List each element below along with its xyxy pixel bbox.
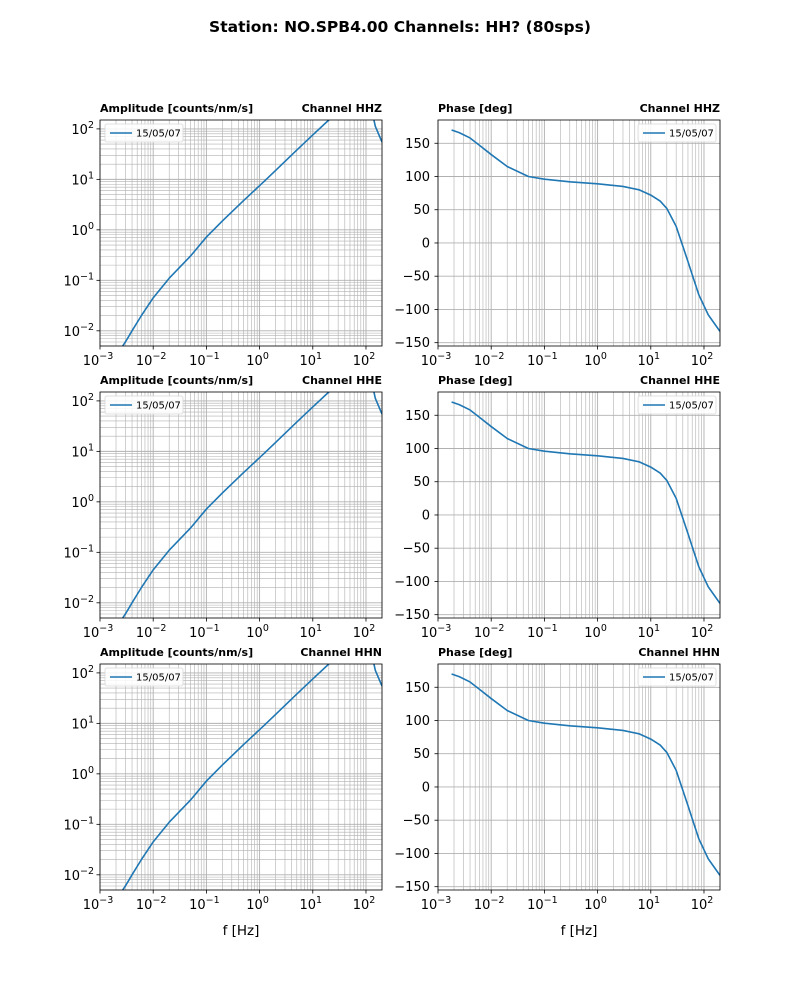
legend-label: 15/05/07 (136, 401, 181, 412)
y-tick-label: 10−2 (63, 866, 94, 884)
y-tick-label: 10−2 (63, 594, 94, 612)
y-tick-label: −50 (403, 814, 430, 829)
series-line-15/05/07 (121, 120, 382, 346)
y-tick-label: −50 (403, 542, 430, 557)
legend: 15/05/07 (104, 395, 184, 415)
legend-box (637, 395, 717, 415)
y-tick-label: −150 (394, 608, 430, 623)
legend-label: 15/05/07 (669, 129, 714, 140)
plot-area: 10−3 10−2 10−1 100 101 102150100500−50−100−15… (394, 663, 721, 913)
series-line-15/05/07 (451, 129, 720, 332)
legend-box (637, 667, 717, 687)
y-tick-label: 50 (413, 747, 430, 762)
phase-plot-hhz: Phase [deg] Channel HHZ 10−3 10−2 10−1 100 1… (394, 102, 721, 369)
y-tick-label: 10−1 (63, 815, 94, 833)
amplitude-plot-hhn: Amplitude [counts/nm/s] Channel HHN 10−3… (63, 646, 383, 913)
y-tick-label: 150 (405, 137, 430, 152)
y-tick-label: 100 (71, 493, 94, 511)
y-tick-label: 100 (405, 714, 430, 729)
y-tick-label: −50 (403, 270, 430, 285)
grid (99, 392, 383, 619)
y-tick-label: 100 (405, 442, 430, 457)
legend-label: 15/05/07 (669, 401, 714, 412)
y-tick-label: 100 (71, 221, 94, 239)
axes-frame (99, 663, 383, 891)
axes-frame (437, 391, 721, 619)
plot-title-left: Phase [deg] (438, 374, 512, 387)
y-tick-label: −150 (394, 336, 430, 351)
figure-title: Station: NO.SPB4.00 Channels: HH? (80sps… (209, 18, 591, 36)
y-tick-label: −100 (394, 575, 430, 590)
y-tick-label: 10−2 (63, 322, 94, 340)
plot-title-left: Amplitude [counts/nm/s] (100, 374, 253, 387)
plot-title-right: Channel HHZ (640, 102, 720, 115)
y-tick-label: −150 (394, 880, 430, 895)
y-tick-label: 0 (422, 236, 430, 251)
y-tick-label: 50 (413, 203, 430, 218)
series-line-15/05/07 (451, 401, 720, 604)
y-tick-label: 10−1 (63, 543, 94, 561)
plot-title-right: Channel HHN (638, 646, 720, 659)
y-tick-label: 10−1 (63, 271, 94, 289)
plot-title-left: Phase [deg] (438, 102, 512, 115)
y-tick-label: 100 (405, 170, 430, 185)
y-tick-label: 100 (71, 765, 94, 783)
phase-plot-hhn: Phase [deg] Channel HHN 10−3 10−2 10−1 100 1… (394, 646, 721, 913)
y-tick-label: 102 (71, 664, 94, 682)
plot-area: 10−3 10−2 10−1 100 101 10210−210−110010110215… (63, 391, 383, 641)
y-tick-label: −100 (394, 847, 430, 862)
legend-label: 15/05/07 (669, 673, 714, 684)
legend: 15/05/07 (104, 123, 184, 143)
legend-box (104, 395, 184, 415)
legend: 15/05/07 (104, 667, 184, 687)
plot-title-right: Channel HHE (302, 374, 382, 387)
y-tick-label: 150 (405, 681, 430, 696)
axes-frame (437, 663, 721, 891)
y-tick-label: 150 (405, 409, 430, 424)
legend: 15/05/07 (637, 123, 717, 143)
y-tick-label: 102 (71, 120, 94, 138)
y-tick-label: 0 (422, 508, 430, 523)
grid (99, 664, 383, 891)
legend-box (637, 123, 717, 143)
legend: 15/05/07 (637, 667, 717, 687)
series-line-15/05/07 (121, 392, 382, 618)
plot-title-right: Channel HHE (640, 374, 720, 387)
plot-title-right: Channel HHZ (302, 102, 382, 115)
legend-box (104, 667, 184, 687)
x-axis-label-left: f [Hz] (223, 923, 260, 939)
plot-title-left: Amplitude [counts/nm/s] (100, 102, 253, 115)
legend: 15/05/07 (637, 395, 717, 415)
axes-frame (99, 119, 383, 347)
amplitude-plot-hhe: Amplitude [counts/nm/s] Channel HHE 10−3… (63, 374, 383, 641)
grid (99, 120, 383, 347)
y-tick-label: 101 (71, 170, 94, 188)
amplitude-plot-hhz: Amplitude [counts/nm/s] Channel HHZ 10−3… (63, 102, 383, 369)
plot-area: 10−3 10−2 10−1 100 101 10210−210−110010110215… (63, 663, 383, 913)
y-tick-label: 101 (71, 442, 94, 460)
series-line-15/05/07 (121, 664, 382, 890)
plot-area: 10−3 10−2 10−1 100 101 10210−210−110010110215… (63, 119, 383, 369)
series-line-15/05/07 (451, 673, 720, 876)
plot-title-left: Amplitude [counts/nm/s] (100, 646, 253, 659)
y-tick-label: 102 (71, 392, 94, 410)
y-tick-label: −100 (394, 303, 430, 318)
legend-label: 15/05/07 (136, 129, 181, 140)
axes-frame (99, 391, 383, 619)
y-tick-label: 50 (413, 475, 430, 490)
x-axis-label-right: f [Hz] (561, 923, 598, 939)
plot-title-left: Phase [deg] (438, 646, 512, 659)
legend-box (104, 123, 184, 143)
plot-area: 10−3 10−2 10−1 100 101 102150100500−50−100−15… (394, 119, 721, 369)
axes-frame (437, 119, 721, 347)
legend-label: 15/05/07 (136, 673, 181, 684)
y-tick-label: 101 (71, 714, 94, 732)
plot-title-right: Channel HHN (300, 646, 382, 659)
y-tick-label: 0 (422, 780, 430, 795)
